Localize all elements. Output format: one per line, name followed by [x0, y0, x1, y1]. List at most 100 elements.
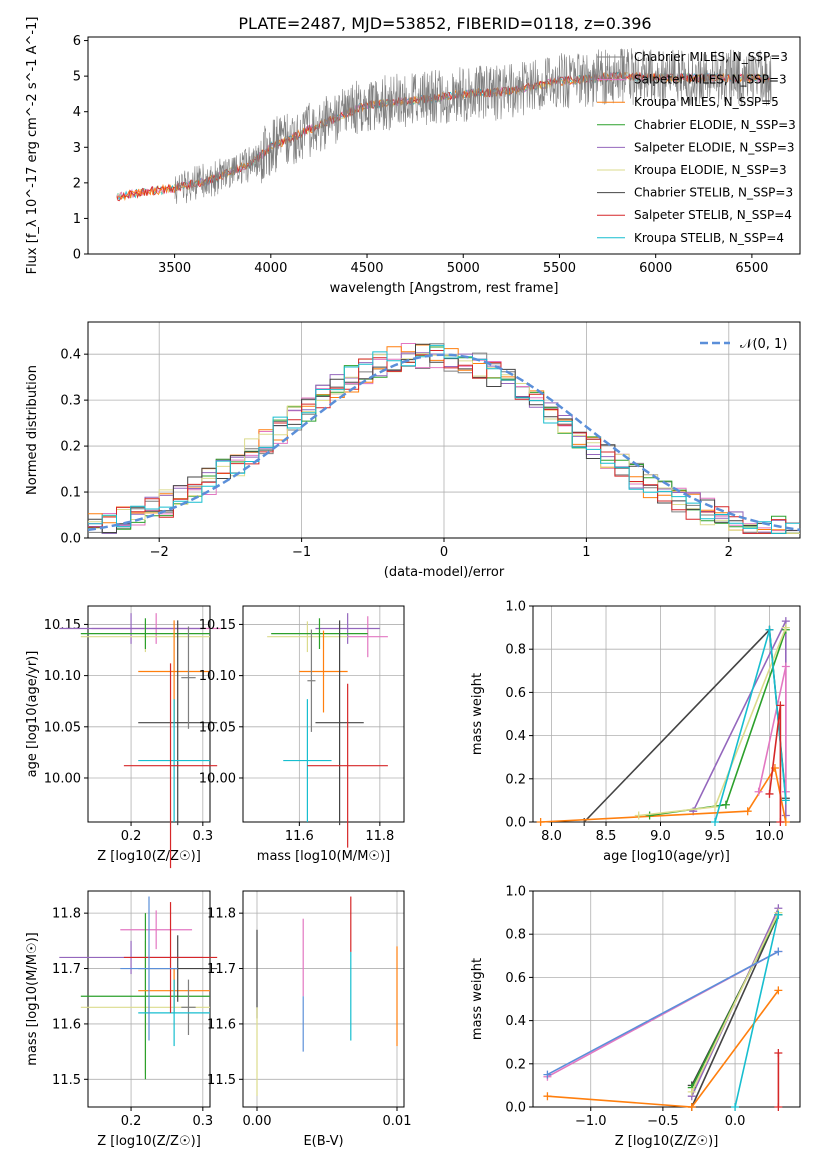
x-tick-label: 6500: [735, 261, 768, 276]
x-axis-label: age [log10(age/yr)]: [603, 849, 730, 864]
data-marker: [687, 1087, 696, 1096]
x-tick-label: 0: [440, 545, 448, 560]
y-tick-label: 0: [73, 248, 81, 263]
y-axis-label: age [log10(age/yr)]: [25, 651, 40, 778]
data-marker: [743, 807, 752, 816]
gaussian-curve: [87, 353, 801, 532]
histogram-series: [88, 344, 800, 534]
y-tick-label: 0.3: [60, 394, 81, 409]
y-tick-label: 6: [73, 34, 81, 49]
y-tick-label: 10.10: [199, 669, 236, 684]
y-tick-label: 10.05: [44, 720, 81, 735]
y-tick-label: 0.0: [60, 532, 81, 547]
weight-series-line: [649, 629, 787, 817]
y-tick-label: 11.6: [207, 1017, 236, 1032]
data-marker: [645, 811, 654, 820]
y-tick-label: 10.05: [199, 720, 236, 735]
legend-entry: Chabrier ELODIE, N_SSP=3: [634, 118, 796, 132]
y-tick-label: 11.6: [52, 1017, 81, 1032]
x-tick-label: 9.0: [650, 829, 671, 844]
data-marker: [774, 947, 783, 956]
y-tick-label: 0.6: [505, 971, 526, 986]
axes-frame: [532, 890, 801, 1108]
weight-series-line: [547, 950, 779, 1076]
y-tick-label: 0.4: [505, 1014, 526, 1029]
y-tick-label: 11.5: [52, 1073, 81, 1088]
legend-entry: 𝒩(0, 1): [740, 337, 787, 352]
x-axis-label: Z [log10(Z/Z☉)]: [615, 1134, 719, 1149]
x-tick-label: 2: [725, 545, 733, 560]
x-tick-label: 9.5: [705, 829, 726, 844]
y-tick-label: 10.15: [199, 618, 236, 633]
data-marker: [710, 818, 719, 826]
axes-frame: [87, 605, 211, 823]
axes-frame: [87, 890, 211, 1108]
legend-entry: Chabrier MILES, N_SSP=3: [634, 50, 788, 64]
x-axis-label: (data-model)/error: [384, 565, 505, 580]
x-tick-label: 0.3: [192, 829, 213, 844]
data-marker: [774, 1103, 783, 1111]
x-tick-label: 4000: [254, 261, 287, 276]
y-tick-label: 0.2: [505, 772, 526, 787]
y-tick-label: 0.1: [60, 486, 81, 501]
x-tick-label: 8.0: [541, 829, 562, 844]
y-tick-label: 3: [73, 141, 81, 156]
weight-series-line: [768, 705, 782, 822]
data-marker: [710, 802, 719, 811]
legend-entry: Salpeter MILES, N_SSP=3: [634, 73, 787, 87]
data-marker: [543, 1092, 552, 1101]
x-axis-label: E(B-V): [303, 1134, 343, 1149]
data-marker: [754, 787, 763, 796]
x-tick-label: 4500: [350, 261, 383, 276]
x-tick-label: 0.0: [725, 1114, 746, 1129]
x-tick-label: 10.0: [755, 829, 784, 844]
y-tick-label: 0.4: [60, 348, 81, 363]
data-marker: [687, 1103, 696, 1111]
x-axis-label: mass [log10(M/M☉)]: [257, 849, 390, 864]
x-tick-label: 11.8: [365, 829, 394, 844]
x-tick-label: 0.2: [121, 829, 142, 844]
legend-entry: Salpeter STELIB, N_SSP=4: [634, 208, 792, 222]
y-tick-label: 11.5: [207, 1073, 236, 1088]
data-marker: [774, 1049, 783, 1057]
y-axis-label: mass weight: [470, 673, 485, 755]
x-tick-label: −1: [292, 545, 311, 560]
y-tick-label: 0.4: [505, 729, 526, 744]
x-tick-label: 8.5: [596, 829, 617, 844]
data-marker: [781, 796, 790, 805]
y-tick-label: 1: [73, 212, 81, 227]
x-tick-label: 5500: [543, 261, 576, 276]
figure-title: PLATE=2487, MJD=53852, FIBERID=0118, z=0…: [238, 14, 651, 33]
y-tick-label: 0.0: [505, 816, 526, 831]
x-tick-label: 1: [582, 545, 590, 560]
data-marker: [776, 701, 785, 710]
x-tick-label: 11.6: [285, 829, 314, 844]
x-axis-label: wavelength [Angstrom, rest frame]: [330, 281, 559, 296]
x-tick-label: 6000: [639, 261, 672, 276]
y-tick-label: 1.0: [505, 600, 526, 615]
x-tick-label: 0.00: [243, 1114, 272, 1129]
y-tick-label: 0.2: [60, 440, 81, 455]
x-tick-label: −1.0: [575, 1114, 607, 1129]
y-tick-label: 4: [73, 105, 81, 120]
y-tick-label: 0.8: [505, 928, 526, 943]
axes-frame: [532, 605, 801, 823]
data-marker: [634, 811, 643, 820]
x-tick-label: 0.3: [192, 1114, 213, 1129]
data-marker: [781, 623, 790, 632]
y-tick-label: 0.0: [505, 1101, 526, 1116]
y-tick-label: 0.6: [505, 686, 526, 701]
y-tick-label: 10.10: [44, 669, 81, 684]
x-tick-label: 5000: [447, 261, 480, 276]
y-axis-label: mass [log10(M/M☉)]: [25, 932, 40, 1065]
y-tick-label: 11.7: [207, 962, 236, 977]
data-marker: [774, 986, 783, 995]
weight-series-line: [583, 627, 787, 823]
axes-frame: [242, 605, 405, 823]
data-spectrum-line: [174, 48, 772, 204]
weight-series-line: [691, 912, 780, 1093]
y-tick-label: 10.15: [44, 618, 81, 633]
x-axis-label: Z [log10(Z/Z☉)]: [97, 849, 201, 864]
y-tick-label: 10.00: [199, 771, 236, 786]
